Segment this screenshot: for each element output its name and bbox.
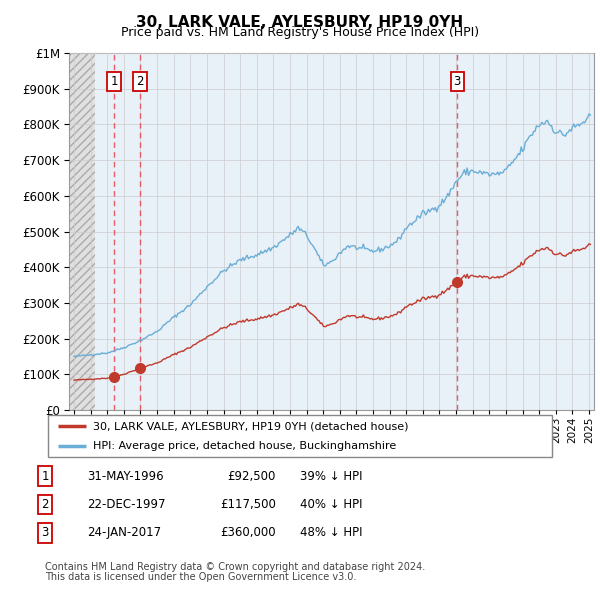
Text: 2: 2 — [136, 75, 143, 88]
Text: 30, LARK VALE, AYLESBURY, HP19 0YH (detached house): 30, LARK VALE, AYLESBURY, HP19 0YH (deta… — [94, 421, 409, 431]
Text: HPI: Average price, detached house, Buckinghamshire: HPI: Average price, detached house, Buck… — [94, 441, 397, 451]
Text: 31-MAY-1996: 31-MAY-1996 — [87, 470, 164, 483]
Text: 48% ↓ HPI: 48% ↓ HPI — [300, 526, 362, 539]
Text: 3: 3 — [41, 526, 49, 539]
Text: This data is licensed under the Open Government Licence v3.0.: This data is licensed under the Open Gov… — [45, 572, 356, 582]
Text: 22-DEC-1997: 22-DEC-1997 — [87, 498, 166, 511]
Text: Price paid vs. HM Land Registry's House Price Index (HPI): Price paid vs. HM Land Registry's House … — [121, 26, 479, 39]
Text: 24-JAN-2017: 24-JAN-2017 — [87, 526, 161, 539]
Text: 1: 1 — [110, 75, 118, 88]
FancyBboxPatch shape — [48, 415, 552, 457]
Bar — [95, 53, 594, 410]
Text: 39% ↓ HPI: 39% ↓ HPI — [300, 470, 362, 483]
Bar — [69, 53, 95, 410]
Text: 2: 2 — [41, 498, 49, 511]
Text: Contains HM Land Registry data © Crown copyright and database right 2024.: Contains HM Land Registry data © Crown c… — [45, 562, 425, 572]
Text: £360,000: £360,000 — [220, 526, 276, 539]
Text: 1: 1 — [41, 470, 49, 483]
Text: 30, LARK VALE, AYLESBURY, HP19 0YH: 30, LARK VALE, AYLESBURY, HP19 0YH — [136, 15, 464, 30]
Bar — [69, 53, 95, 410]
Text: 3: 3 — [454, 75, 461, 88]
Text: 40% ↓ HPI: 40% ↓ HPI — [300, 498, 362, 511]
Text: £92,500: £92,500 — [227, 470, 276, 483]
Text: £117,500: £117,500 — [220, 498, 276, 511]
